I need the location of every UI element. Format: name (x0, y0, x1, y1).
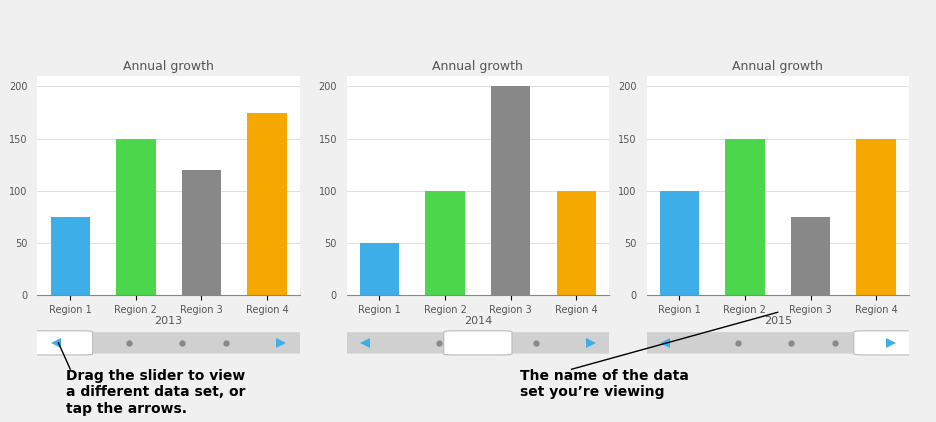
FancyBboxPatch shape (32, 332, 305, 354)
FancyBboxPatch shape (341, 332, 614, 354)
Text: Drag the slider to view
a different data set, or
tap the arrows.: Drag the slider to view a different data… (66, 369, 245, 416)
FancyBboxPatch shape (640, 332, 914, 354)
FancyBboxPatch shape (853, 331, 921, 355)
Bar (116, 139, 155, 295)
Bar (659, 191, 698, 295)
Bar (425, 191, 464, 295)
Bar (724, 139, 764, 295)
Bar (51, 217, 90, 295)
Text: 2014: 2014 (463, 316, 491, 327)
Title: Annual growth: Annual growth (432, 60, 522, 73)
Bar (247, 113, 286, 295)
Bar (359, 243, 399, 295)
Bar (490, 87, 530, 295)
Text: The name of the data
set you’re viewing: The name of the data set you’re viewing (519, 369, 688, 400)
FancyBboxPatch shape (24, 331, 93, 355)
Title: Annual growth: Annual growth (124, 60, 213, 73)
Text: 2015: 2015 (763, 316, 791, 327)
Bar (182, 170, 221, 295)
Bar (556, 191, 595, 295)
FancyBboxPatch shape (444, 331, 511, 355)
Text: 2013: 2013 (154, 316, 183, 327)
Bar (790, 217, 829, 295)
Bar (856, 139, 895, 295)
Title: Annual growth: Annual growth (732, 60, 822, 73)
